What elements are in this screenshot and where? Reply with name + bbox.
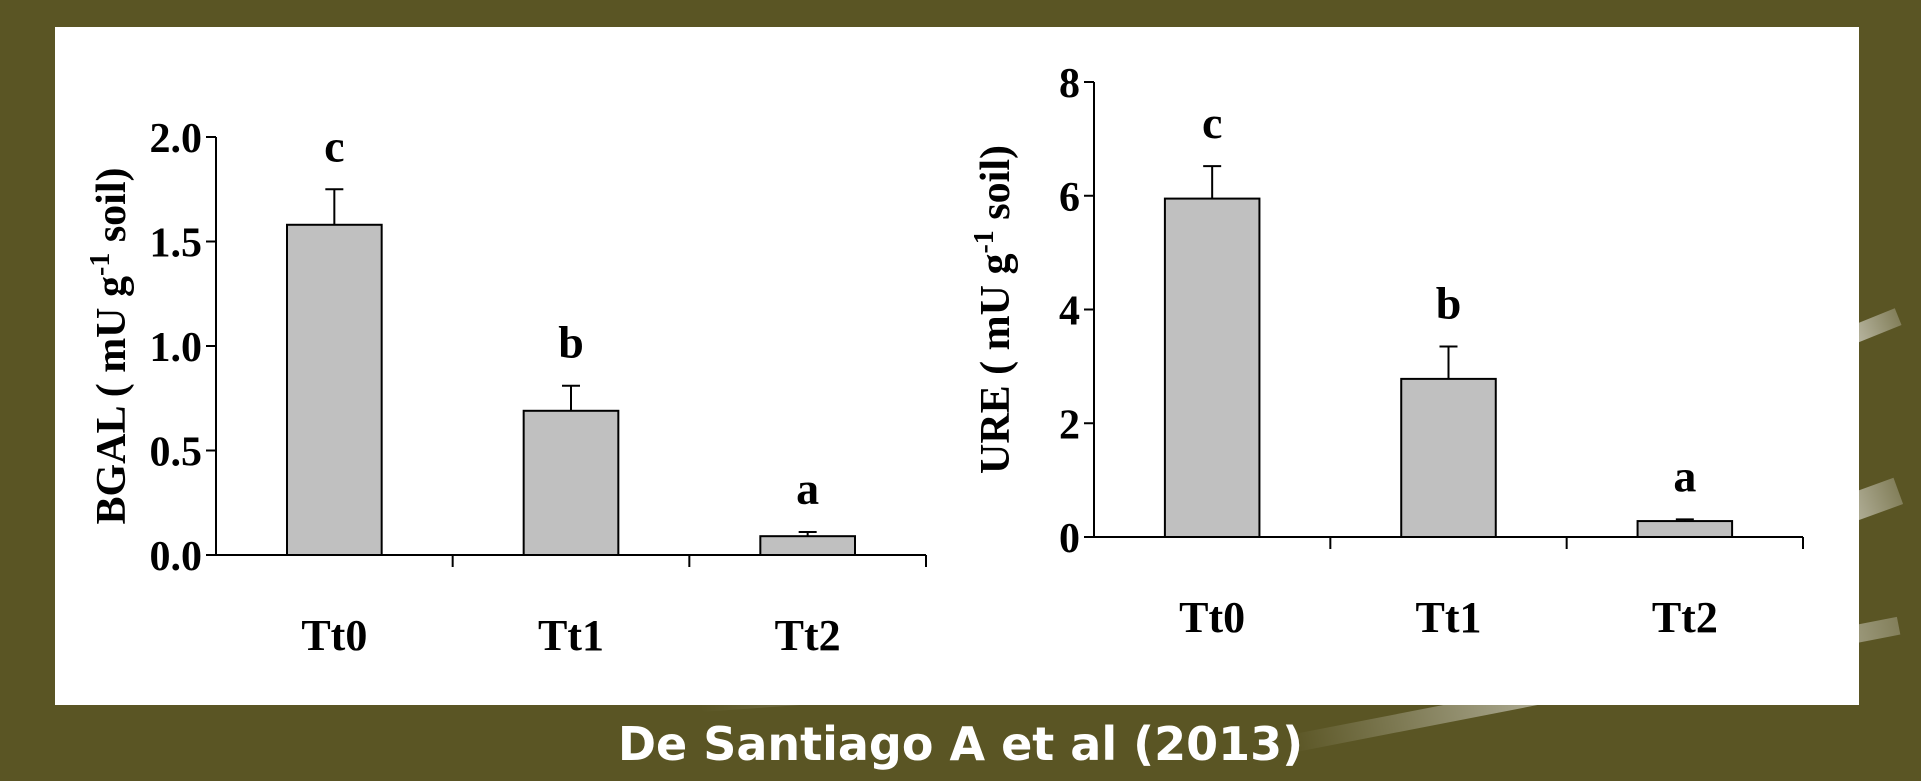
y-tick-label: 4	[1059, 289, 1080, 335]
chart-2: 0 2 4 6 8 c Tt0 b Tt1 a Tt2 URE ( mU g-1 soil)	[969, 61, 1804, 642]
significance-letter: b	[558, 317, 584, 368]
significance-letter: c	[324, 120, 344, 171]
x-tick-label: Tt1	[1416, 593, 1482, 642]
x-tick-label: Tt0	[1179, 593, 1245, 642]
significance-letter: a	[1673, 450, 1696, 501]
x-tick-label: Tt1	[538, 611, 604, 660]
bar-tt0	[286, 223, 383, 556]
significance-letter: c	[1202, 97, 1222, 148]
figure-caption: De Santiago A et al (2013)	[617, 717, 1304, 771]
y-axis-label: URE ( mU g-1 soil)	[969, 145, 1019, 474]
bar-tt1	[1400, 377, 1497, 539]
x-tick-label: Tt2	[1652, 593, 1718, 642]
y-tick-label: 1.0	[150, 325, 203, 371]
bar-tt2	[1636, 520, 1734, 539]
y-axis-label: BGAL ( mU g-1 soil)	[85, 167, 135, 524]
y-tick-label: 1.5	[150, 221, 203, 267]
significance-letter: a	[796, 463, 819, 514]
x-tick-label: Tt0	[301, 611, 367, 660]
y-axis-label-main: BGAL ( mU g	[89, 276, 135, 525]
bar-tt2	[759, 535, 856, 557]
y-tick-label: 0	[1059, 516, 1080, 562]
figure-panel: 0.0 0.5 1.0 1.5 2.0 c Tt0 b Tt1 a Tt2 BGAL ( mU g-1…	[55, 27, 1859, 705]
bar-tt1	[522, 409, 620, 557]
y-tick-label: 0.5	[150, 430, 203, 476]
y-axis-label-unit: soil)	[973, 145, 1019, 230]
y-tick-label: 6	[1059, 175, 1080, 221]
y-axis-label-superscript: -1	[969, 230, 1000, 253]
y-tick-label: 2	[1059, 402, 1080, 448]
x-tick-label: Tt2	[775, 611, 841, 660]
y-axis-label-main: URE ( mU g	[973, 254, 1019, 474]
bar-tt0	[1163, 197, 1261, 538]
y-tick-label: 0.0	[150, 534, 203, 580]
chart-1: 0.0 0.5 1.0 1.5 2.0 c Tt0 b Tt1 a Tt2 BGAL ( mU g-1…	[85, 116, 927, 660]
significance-letter: b	[1436, 277, 1462, 328]
y-tick-label: 2.0	[150, 116, 203, 162]
y-tick-label: 8	[1059, 61, 1080, 107]
y-axis-label-superscript: -1	[85, 253, 116, 276]
y-axis-label-unit: soil)	[89, 167, 135, 252]
